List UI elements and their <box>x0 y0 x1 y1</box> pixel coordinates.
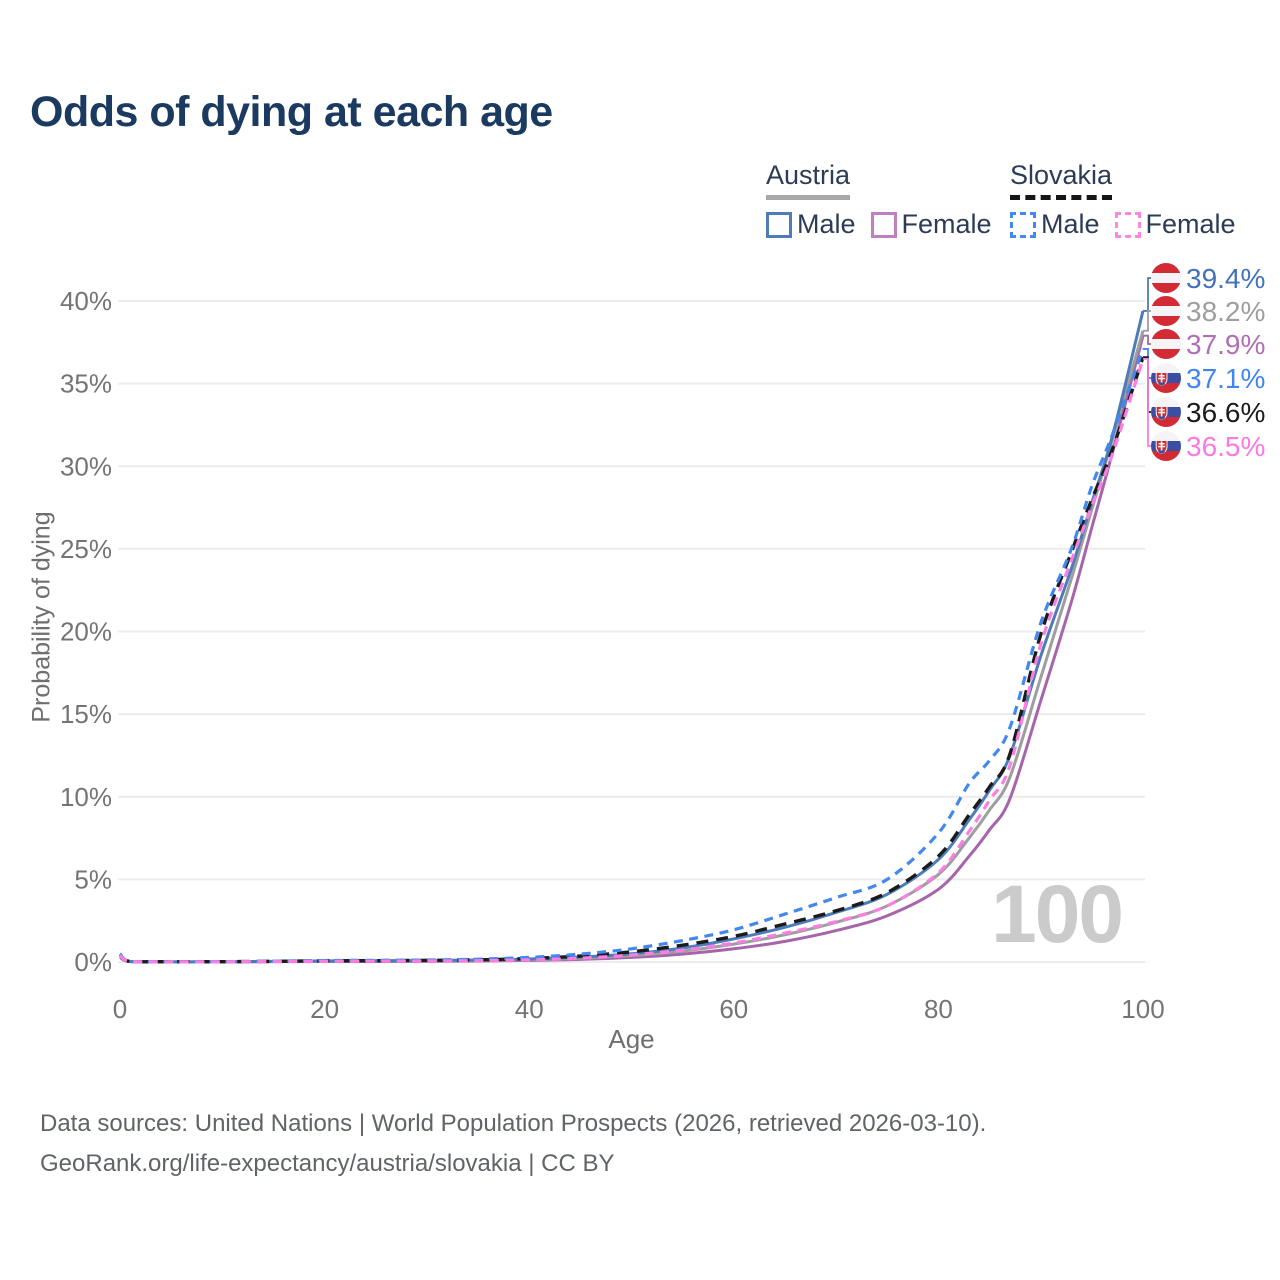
endpoint-connector <box>1143 357 1151 447</box>
line-austria-male[interactable] <box>119 310 1145 964</box>
legend-austria-female[interactable]: Female <box>870 209 992 240</box>
line-slovakia-male[interactable] <box>118 348 1145 964</box>
legend-group-austria: Austria Male Female <box>766 160 1007 240</box>
legend-slovakia-female-label: Female <box>1145 209 1236 239</box>
austria-flag-icon <box>1151 296 1181 326</box>
endpoint-value-label: 36.6% <box>1186 397 1265 428</box>
x-tick-label: 100 <box>1121 994 1164 1024</box>
y-tick-label: 20% <box>60 617 112 647</box>
y-tick-label: 35% <box>60 369 112 399</box>
legend-austria-male[interactable]: Male <box>766 209 856 240</box>
endpoint-connector <box>1143 334 1151 345</box>
x-tick-label: 0 <box>113 994 127 1024</box>
legend-slovakia-male[interactable]: Male <box>1010 209 1100 240</box>
slovakia-flag-icon <box>1151 397 1181 427</box>
y-tick-label: 0% <box>74 947 112 977</box>
slovakia-flag-icon <box>1151 431 1181 461</box>
legend-slovakia-female-checkbox[interactable] <box>1114 211 1141 238</box>
legend-group-slovakia: Slovakia Male Female <box>1010 160 1251 240</box>
line-slovakia-overall[interactable] <box>118 356 1145 964</box>
endpoint-value-label: 37.9% <box>1186 329 1265 360</box>
legend-slovakia-female[interactable]: Female <box>1114 209 1236 240</box>
legend-austria-male-label: Male <box>797 209 856 239</box>
legend-austria-female-checkbox[interactable] <box>870 211 897 238</box>
y-tick-label: 10% <box>60 782 112 812</box>
slovakia-flag-icon <box>1151 363 1181 393</box>
endpoint-value-label: 37.1% <box>1186 363 1265 394</box>
endpoint-value-label: 36.5% <box>1186 431 1265 462</box>
y-tick-label: 5% <box>74 864 112 894</box>
endpoint-value-label: 38.2% <box>1186 296 1265 327</box>
y-tick-label: 30% <box>60 451 112 481</box>
legend-austria-header[interactable]: Austria <box>766 160 851 200</box>
footer-attribution: GeoRank.org/life-expectancy/austria/slov… <box>40 1150 615 1177</box>
x-tick-label: 60 <box>719 994 748 1024</box>
line-slovakia-female[interactable] <box>118 358 1145 964</box>
endpoint-connector <box>1143 310 1151 332</box>
y-tick-label: 15% <box>60 699 112 729</box>
austria-flag-icon <box>1151 329 1181 359</box>
footer: Data sources: United Nations | World Pop… <box>40 1104 986 1184</box>
line-austria-overall[interactable] <box>119 330 1145 964</box>
legend-slovakia-header[interactable]: Slovakia <box>1010 160 1113 200</box>
austria-flag-icon <box>1151 263 1181 293</box>
legend-austria-male-checkbox[interactable] <box>766 211 792 238</box>
legend-slovakia-male-label: Male <box>1041 209 1100 239</box>
x-tick-label: 20 <box>310 994 339 1024</box>
legend-slovakia-male-checkbox[interactable] <box>1010 211 1036 238</box>
y-tick-label: 25% <box>60 534 112 564</box>
legend-austria-female-label: Female <box>901 209 992 239</box>
y-tick-label: 40% <box>60 286 112 316</box>
y-axis-title: Probability of dying <box>27 511 56 723</box>
x-tick-label: 40 <box>515 994 544 1024</box>
footer-data-sources: Data sources: United Nations | World Pop… <box>40 1110 987 1137</box>
page-title: Odds of dying at each age <box>30 88 553 136</box>
endpoint-value-label: 39.4% <box>1186 263 1265 294</box>
endpoint-connector <box>1143 348 1151 379</box>
x-axis-title: Age <box>608 1024 655 1054</box>
endpoint-connector <box>1143 277 1151 312</box>
x-tick-label: 80 <box>924 994 953 1024</box>
line-austria-female[interactable] <box>119 335 1145 964</box>
age-counter-watermark: 100 <box>991 869 1124 960</box>
